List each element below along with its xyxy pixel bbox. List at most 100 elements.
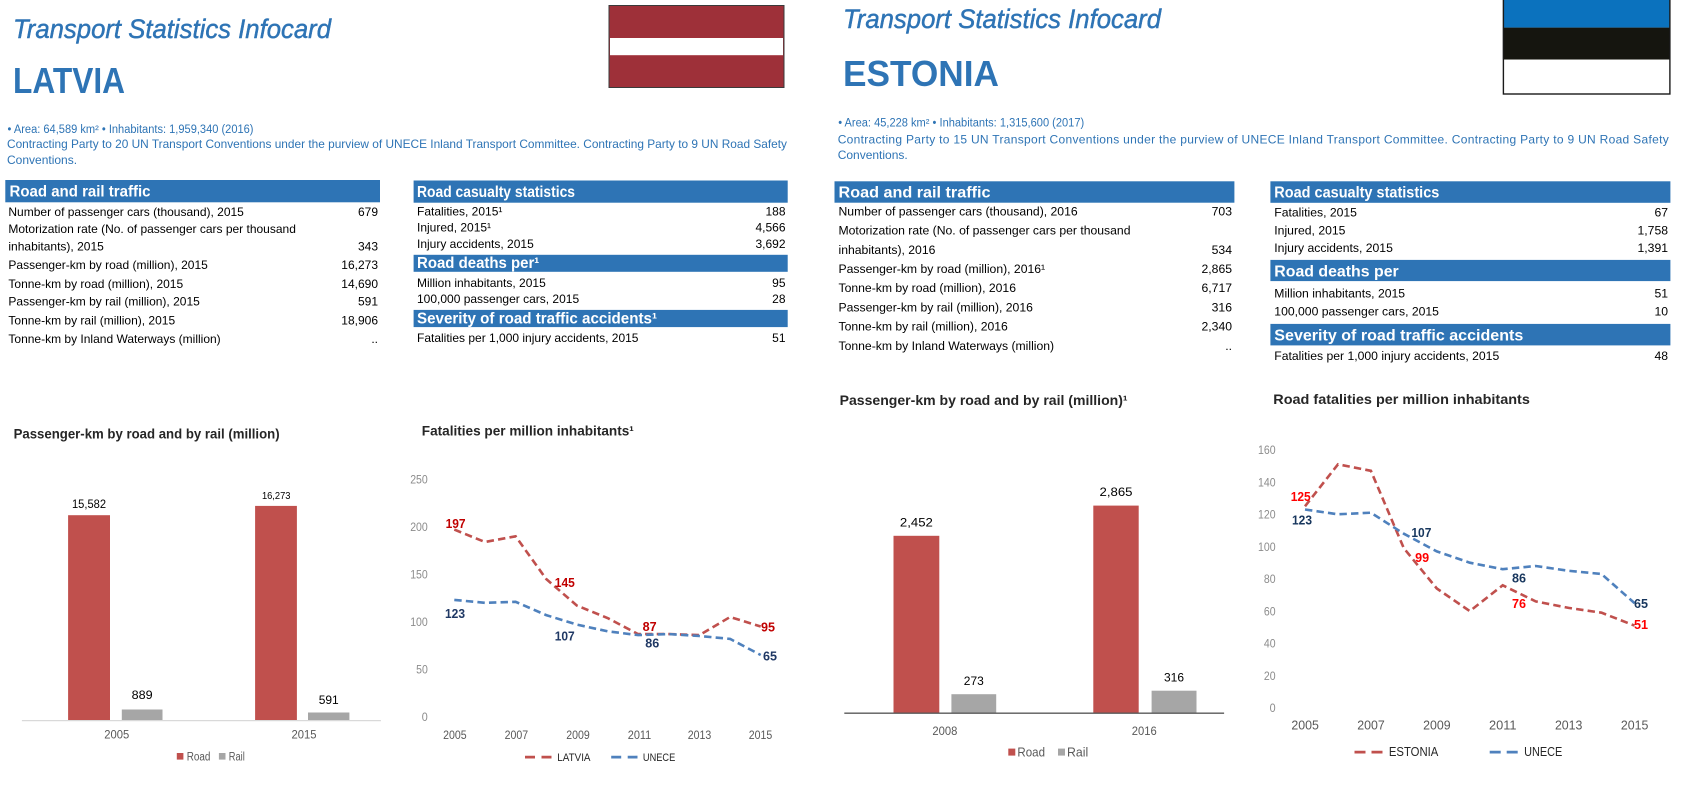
svg-text:0: 0 xyxy=(422,710,428,724)
svg-text:• Area: 64,589 km² • Inhabitan: • Area: 64,589 km² • Inhabitants: 1,959,… xyxy=(8,124,254,136)
svg-text:UNECE: UNECE xyxy=(643,752,675,764)
svg-text:Road deaths per¹: Road deaths per¹ xyxy=(417,255,539,272)
svg-text:Severity of road traffic accid: Severity of road traffic accidents¹ xyxy=(417,310,657,327)
svg-text:188: 188 xyxy=(765,204,785,218)
svg-text:160: 160 xyxy=(1258,443,1276,457)
svg-text:591: 591 xyxy=(358,294,378,308)
svg-text:150: 150 xyxy=(410,568,428,582)
svg-text:100: 100 xyxy=(1258,540,1276,554)
svg-text:Injury accidents, 2015: Injury accidents, 2015 xyxy=(417,237,534,251)
svg-text:76: 76 xyxy=(1512,597,1526,611)
svg-text:100,000 passenger cars, 2015: 100,000 passenger cars, 2015 xyxy=(417,292,579,306)
svg-text:Passenger-km by road and by ra: Passenger-km by road and by rail (millio… xyxy=(14,426,280,442)
svg-text:ESTONIA: ESTONIA xyxy=(1389,745,1439,759)
svg-text:2009: 2009 xyxy=(1423,719,1451,733)
svg-text:123: 123 xyxy=(1292,514,1312,528)
svg-text:Tonne-km by rail (million), 20: Tonne-km by rail (million), 2016 xyxy=(839,320,1009,334)
svg-text:197: 197 xyxy=(446,517,466,531)
svg-text:2,340: 2,340 xyxy=(1202,320,1233,334)
svg-text:3,692: 3,692 xyxy=(755,237,785,251)
svg-text:2005: 2005 xyxy=(104,727,129,741)
svg-text:2007: 2007 xyxy=(505,728,529,742)
svg-text:Passenger-km by road and by ra: Passenger-km by road and by rail (millio… xyxy=(840,392,1128,408)
svg-text:534: 534 xyxy=(1212,243,1233,257)
svg-text:250: 250 xyxy=(410,473,428,487)
svg-text:Fatalities, 2015: Fatalities, 2015 xyxy=(1274,205,1357,219)
svg-text:Passenger-km by rail (million): Passenger-km by rail (million), 2015 xyxy=(8,294,200,308)
svg-text:48: 48 xyxy=(1654,349,1668,363)
svg-text:107: 107 xyxy=(1411,526,1431,540)
svg-text:Transport Statistics Infocard: Transport Statistics Infocard xyxy=(13,14,332,44)
svg-text:Contracting Party to 20 UN Tra: Contracting Party to 20 UN Transport Con… xyxy=(7,137,787,151)
svg-text:1,391: 1,391 xyxy=(1638,241,1669,255)
svg-text:316: 316 xyxy=(1212,300,1233,314)
svg-text:28: 28 xyxy=(772,292,786,306)
svg-text:60: 60 xyxy=(1264,604,1276,618)
svg-text:10: 10 xyxy=(1654,304,1668,318)
svg-text:Contracting Party to 15 UN Tra: Contracting Party to 15 UN Transport Con… xyxy=(838,132,1669,146)
svg-text:100,000 passenger cars, 2015: 100,000 passenger cars, 2015 xyxy=(1274,304,1439,318)
svg-text:Rail: Rail xyxy=(1067,745,1088,759)
svg-text:86: 86 xyxy=(645,636,659,650)
svg-text:120: 120 xyxy=(1258,508,1276,522)
svg-text:100: 100 xyxy=(410,615,428,629)
svg-text:2,865: 2,865 xyxy=(1202,262,1233,276)
svg-text:Tonne-km by Inland Waterways (: Tonne-km by Inland Waterways (million) xyxy=(8,332,220,346)
svg-text:343: 343 xyxy=(358,239,378,253)
svg-text:51: 51 xyxy=(1654,286,1668,300)
svg-text:51: 51 xyxy=(772,331,786,345)
svg-text:145: 145 xyxy=(555,576,575,590)
svg-text:Road and rail traffic: Road and rail traffic xyxy=(10,184,151,201)
svg-text:Injured, 2015¹: Injured, 2015¹ xyxy=(417,220,491,234)
svg-text:6,717: 6,717 xyxy=(1202,281,1233,295)
svg-text:50: 50 xyxy=(416,663,428,677)
svg-text:15,582: 15,582 xyxy=(72,497,106,511)
svg-text:Road casualty statistics: Road casualty statistics xyxy=(417,184,575,201)
svg-text:Fatalities per million inhabit: Fatalities per million inhabitants¹ xyxy=(422,423,634,439)
svg-text:Motorization rate (No. of pass: Motorization rate (No. of passenger cars… xyxy=(839,224,1131,238)
svg-text:..: .. xyxy=(1225,339,1232,353)
svg-text:107: 107 xyxy=(555,630,575,644)
svg-text:Passenger-km by road (million): Passenger-km by road (million), 2015 xyxy=(8,258,208,272)
svg-text:2013: 2013 xyxy=(688,728,712,742)
svg-text:UNECE: UNECE xyxy=(1524,745,1562,759)
svg-text:Number of passenger cars (thou: Number of passenger cars (thousand), 201… xyxy=(839,204,1078,218)
svg-text:2015: 2015 xyxy=(1621,719,1649,733)
svg-text:16,273: 16,273 xyxy=(262,490,291,502)
svg-text:20: 20 xyxy=(1264,669,1276,683)
svg-text:40: 40 xyxy=(1264,637,1276,651)
svg-text:Road fatalities per million in: Road fatalities per million inhabitants xyxy=(1273,391,1530,407)
svg-text:99: 99 xyxy=(1415,551,1429,565)
svg-text:2005: 2005 xyxy=(1291,719,1319,733)
svg-text:Tonne-km by road (million), 20: Tonne-km by road (million), 2016 xyxy=(839,281,1017,295)
svg-text:Fatalities, 2015¹: Fatalities, 2015¹ xyxy=(417,204,502,218)
svg-text:inhabitants), 2016: inhabitants), 2016 xyxy=(839,243,936,257)
svg-text:LATVIA: LATVIA xyxy=(557,752,591,764)
svg-text:2,865: 2,865 xyxy=(1100,485,1133,499)
svg-text:1,758: 1,758 xyxy=(1638,223,1669,237)
svg-text:65: 65 xyxy=(763,650,777,664)
svg-text:316: 316 xyxy=(1164,671,1184,685)
svg-text:Number of passenger cars (thou: Number of passenger cars (thousand), 201… xyxy=(8,205,244,219)
svg-text:ESTONIA: ESTONIA xyxy=(843,53,999,94)
svg-text:..: .. xyxy=(371,332,378,346)
svg-text:123: 123 xyxy=(445,607,465,621)
svg-text:inhabitants), 2015: inhabitants), 2015 xyxy=(8,239,104,253)
svg-text:Tonne-km by Inland Waterways (: Tonne-km by Inland Waterways (million) xyxy=(839,339,1055,353)
svg-text:14,690: 14,690 xyxy=(341,277,378,291)
svg-text:Road deaths per: Road deaths per xyxy=(1274,264,1398,281)
svg-text:Injury accidents, 2015: Injury accidents, 2015 xyxy=(1274,241,1393,255)
svg-text:Motorization rate (No. of pass: Motorization rate (No. of passenger cars… xyxy=(8,222,295,236)
svg-text:2015: 2015 xyxy=(292,727,317,741)
svg-text:200: 200 xyxy=(410,520,428,534)
svg-text:4,566: 4,566 xyxy=(755,220,785,234)
svg-text:889: 889 xyxy=(132,688,153,702)
svg-text:Severity of road traffic accid: Severity of road traffic accidents xyxy=(1274,327,1523,344)
svg-text:2011: 2011 xyxy=(1489,719,1517,733)
svg-text:Road and rail traffic: Road and rail traffic xyxy=(839,185,991,202)
svg-text:Conventions.: Conventions. xyxy=(838,148,908,162)
svg-text:0: 0 xyxy=(1270,701,1276,715)
svg-text:Million inhabitants, 2015: Million inhabitants, 2015 xyxy=(417,276,546,290)
svg-text:Passenger-km by rail (million): Passenger-km by rail (million), 2016 xyxy=(839,300,1034,314)
svg-text:67: 67 xyxy=(1654,205,1668,219)
